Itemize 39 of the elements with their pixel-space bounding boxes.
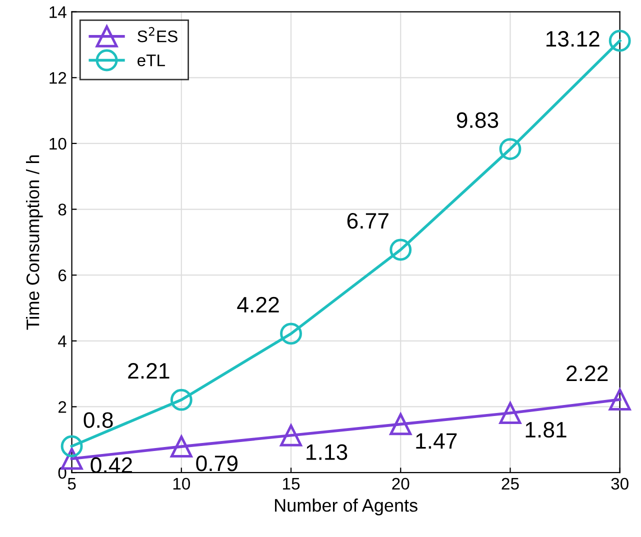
legend-label: eTL [138,54,165,66]
data-label: 1.81 [526,422,566,438]
x-tick-label: 10 [173,478,190,490]
data-label: 6.77 [347,212,388,229]
point [499,138,522,160]
data-label: 9.83 [456,112,498,128]
y-tick-label: 14 [50,6,66,18]
data-label: 2.21 [128,363,170,379]
point [170,388,192,411]
data-label: 13.12 [546,31,600,47]
point [608,30,631,52]
point [390,413,412,436]
x-tick-label: 25 [502,478,519,490]
point [390,238,412,261]
x-tick-label: 5 [68,478,76,490]
point [499,402,522,424]
point [170,436,192,458]
point [60,435,83,458]
y-tick-label: 6 [58,270,66,282]
point [280,424,302,446]
y-tick-label: 2 [58,401,66,413]
data-label: 1.13 [306,444,348,460]
x-axis-title: Number of Agents [275,498,418,516]
data-label: 4.22 [237,296,279,312]
x-tick-label: 20 [392,478,410,490]
y-tick-label: 8 [58,204,66,216]
data-label: 1.47 [416,433,457,449]
y-tick-label: 10 [50,138,66,150]
data-label: 2.22 [566,365,608,381]
y-tick-label: 12 [50,72,66,84]
y-axis-title: Time Consumption / h [26,155,43,330]
x-tick-label: 15 [283,478,300,490]
point [280,322,302,345]
data-label: 0.79 [196,455,238,472]
y-tick-label: 4 [58,335,66,347]
legend-label: S$^{2}$ES [138,27,178,42]
data-label: 0.8 [84,412,113,428]
x-tick-label: 30 [611,478,628,490]
point [608,388,631,410]
